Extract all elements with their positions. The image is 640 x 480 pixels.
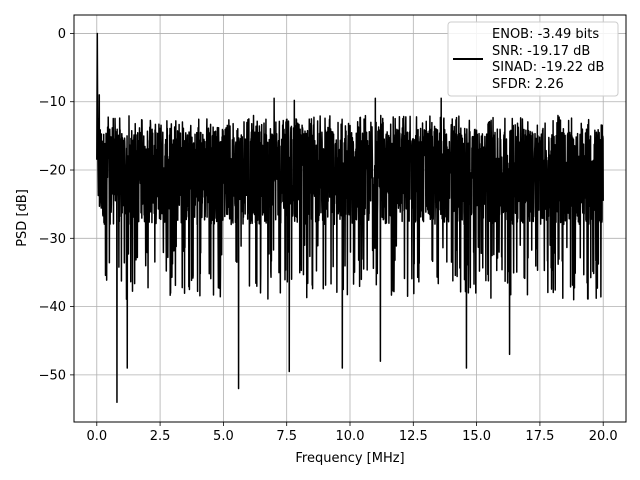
y-tick-label: −40 (39, 300, 66, 315)
x-tick-label: 20.0 (589, 429, 618, 444)
y-axis-ticks: 0 −10 −20 −30 −40 −50 (39, 27, 74, 383)
legend-line-sinad: SINAD: -19.22 dB (492, 60, 604, 75)
y-tick-label: −30 (39, 232, 66, 247)
y-axis-label: PSD [dB] (15, 189, 30, 247)
legend-box (447, 21, 619, 97)
x-tick-label: 2.5 (150, 429, 171, 444)
x-tick-label: 5.0 (213, 429, 234, 444)
x-axis-ticks: 0.0 2.5 5.0 7.5 10.0 12.5 15.0 17.5 20.0 (86, 422, 618, 444)
legend: ENOB: -3.49 bits SNR: -19.17 dB SINAD: -… (447, 21, 619, 97)
legend-line-snr: SNR: -19.17 dB (492, 44, 590, 59)
y-tick-label: −20 (39, 164, 66, 179)
psd-series-line (96, 32, 604, 403)
x-tick-label: 12.5 (399, 429, 428, 444)
x-tick-label: 10.0 (336, 429, 365, 444)
x-axis-label: Frequency [MHz] (295, 451, 404, 466)
x-tick-label: 0.0 (86, 429, 107, 444)
legend-line-sfdr: SFDR: 2.26 (492, 77, 564, 92)
x-tick-label: 15.0 (462, 429, 491, 444)
x-tick-label: 7.5 (276, 429, 297, 444)
y-tick-label: 0 (58, 27, 66, 42)
y-tick-label: −10 (39, 95, 66, 110)
x-tick-label: 17.5 (525, 429, 554, 444)
y-tick-label: −50 (39, 368, 66, 383)
legend-line-enob: ENOB: -3.49 bits (492, 27, 599, 42)
